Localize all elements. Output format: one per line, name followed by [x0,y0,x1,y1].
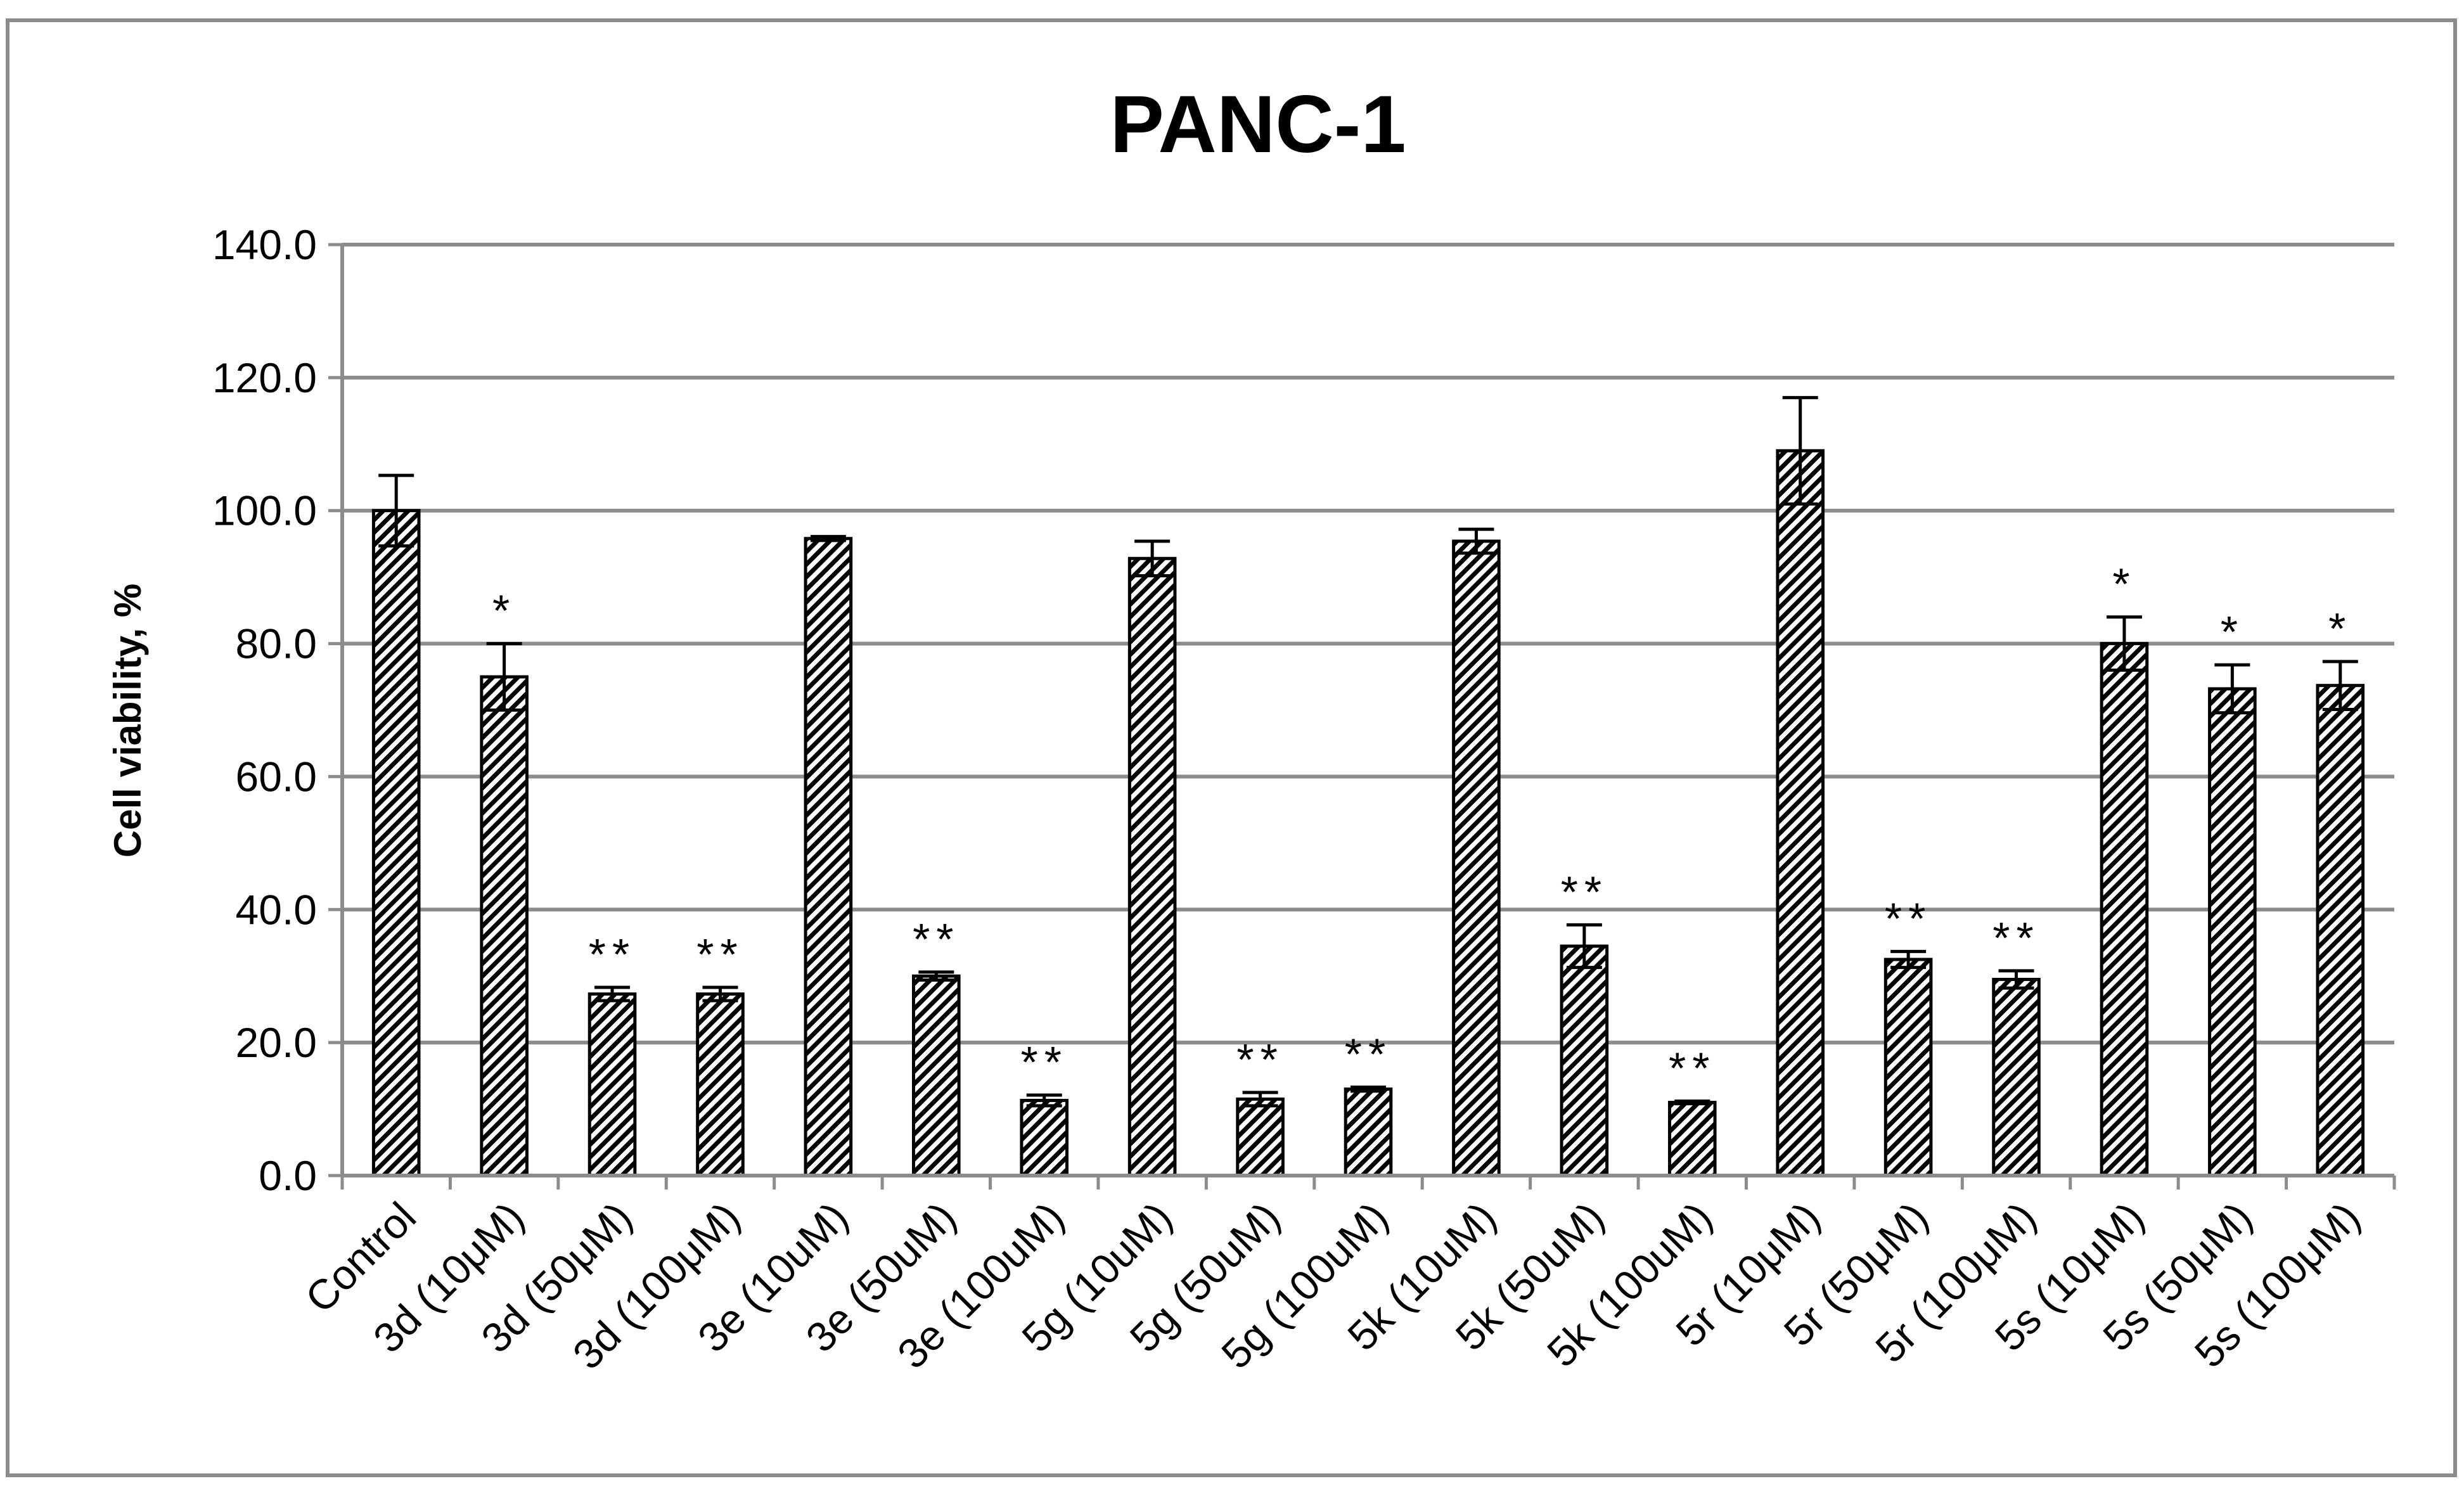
significance-markers: *** ** **** ** ******** **** * [492,560,2352,1093]
significance-marker: * [2328,604,2352,653]
error-bar [1566,923,1602,970]
error-bars [378,395,2358,1108]
bar [1883,958,1933,1177]
error-bar [1134,539,1171,578]
error-bar [486,642,522,712]
y-tick-label: 100.0 [212,487,317,534]
significance-marker: ** [1885,894,1932,943]
bar [1776,449,1825,1177]
error-bar [702,985,738,1003]
y-tick-label: 40.0 [236,886,317,933]
error-bar [1458,527,1494,555]
axes [328,243,2396,1190]
error-bar [1998,969,2034,990]
error-bar [810,535,846,542]
bar [2316,684,2365,1177]
error-bar [1351,1085,1386,1093]
bar [912,974,961,1177]
significance-marker: ** [913,914,959,964]
bar [804,537,853,1177]
significance-marker: * [2221,607,2244,657]
y-tick-label: 60.0 [236,753,317,800]
significance-marker: ** [1236,1035,1283,1084]
error-bar [1782,395,1818,506]
error-bar [2322,660,2358,711]
y-axis-label: Cell viability, % [106,584,149,857]
chart-title: PANC-1 [1110,79,1406,170]
bar [371,509,421,1177]
bars [371,449,2365,1177]
bar [1020,1098,1069,1177]
bar [1236,1097,1285,1177]
y-tick-label: 0.0 [259,1152,317,1199]
bar [587,992,637,1177]
bar [1667,1101,1717,1177]
bar [1127,556,1177,1177]
bar [696,992,745,1177]
significance-marker: ** [1020,1037,1067,1087]
error-bar [1674,1099,1710,1106]
error-bar [1890,949,1927,970]
significance-marker: ** [1669,1043,1716,1093]
error-bar [1242,1091,1278,1108]
bar [480,675,529,1177]
significance-marker: ** [589,930,636,979]
y-tick-label: 20.0 [236,1019,317,1066]
bar [1344,1087,1393,1177]
error-bar [594,985,631,1003]
bar [2208,687,2257,1177]
significance-marker: * [2112,560,2136,609]
gridlines [342,243,2394,1045]
bar [1992,977,2041,1177]
error-bar [2214,663,2250,715]
significance-marker: ** [696,930,743,979]
y-tick-label: 120.0 [212,354,317,401]
y-tick-label: 140.0 [212,221,317,268]
error-bar [378,473,414,548]
y-tick-label: 80.0 [236,620,317,667]
significance-marker: ** [1345,1029,1392,1079]
significance-marker: ** [1992,913,2039,963]
y-tick-labels: 0.0 20.0 40.0 60.0 80.0 100.0 120.0 140.0 [212,221,317,1199]
significance-marker: * [492,586,516,636]
error-bar [1026,1093,1062,1108]
significance-marker: ** [1561,867,1608,916]
error-bar [2106,615,2142,672]
error-bar [918,970,954,982]
bar [1452,539,1501,1177]
bar [2100,642,2149,1177]
bar [1560,944,1609,1177]
